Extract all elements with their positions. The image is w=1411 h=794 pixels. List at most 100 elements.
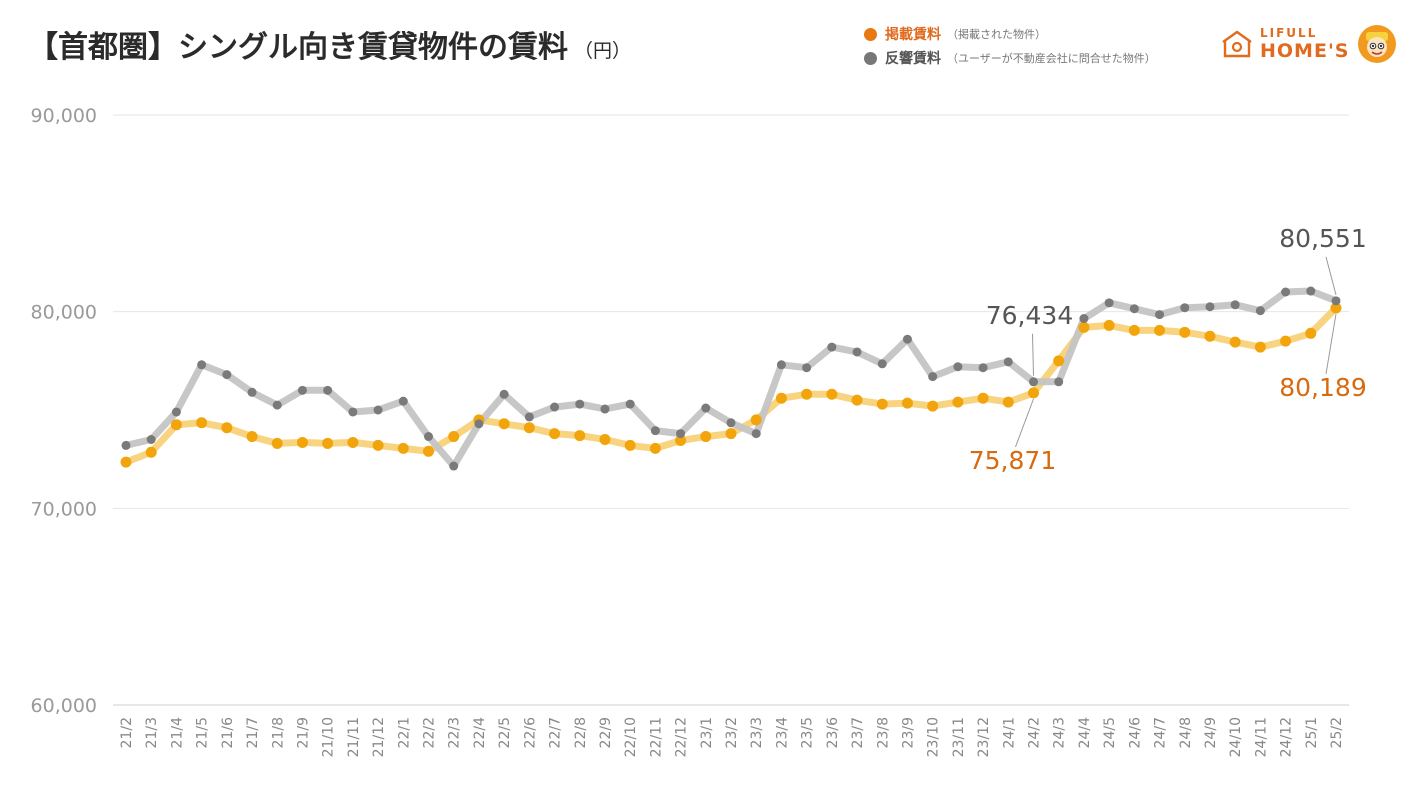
x-tick-label: 23/1 bbox=[699, 717, 715, 748]
x-tick-label: 22/9 bbox=[598, 717, 614, 748]
data-point-0 bbox=[1002, 396, 1014, 408]
data-point-1 bbox=[1205, 302, 1215, 312]
data-point-1 bbox=[625, 399, 635, 409]
data-point-0 bbox=[1229, 336, 1241, 348]
x-tick-label: 24/9 bbox=[1203, 717, 1219, 748]
data-point-1 bbox=[146, 435, 156, 444]
chart-title-unit: （円） bbox=[574, 40, 632, 62]
data-point-0 bbox=[599, 434, 611, 445]
data-point-0 bbox=[1154, 324, 1166, 336]
x-tick-label: 22/12 bbox=[674, 717, 690, 757]
x-tick-label: 21/6 bbox=[220, 717, 236, 749]
data-point-0 bbox=[271, 437, 283, 449]
annotation-leader bbox=[1325, 313, 1337, 375]
data-point-1 bbox=[726, 418, 736, 428]
x-tick-label: 22/5 bbox=[497, 717, 513, 748]
x-tick-label: 22/2 bbox=[422, 717, 438, 748]
legend-dot-listed bbox=[864, 27, 877, 41]
x-tick-label: 24/5 bbox=[1102, 717, 1118, 748]
x-tick-label: 22/1 bbox=[396, 717, 412, 748]
legend-note-response: （ユーザーが不動産会社に問合せた物件） bbox=[947, 52, 1156, 65]
data-point-1 bbox=[297, 385, 307, 395]
data-point-0 bbox=[1254, 341, 1266, 353]
data-point-1 bbox=[171, 407, 181, 417]
data-point-0 bbox=[1179, 326, 1191, 338]
y-tick-label: 90,000 bbox=[31, 105, 97, 127]
x-tick-label: 22/11 bbox=[648, 717, 664, 757]
x-tick-label: 23/11 bbox=[951, 717, 967, 757]
data-point-1 bbox=[650, 426, 660, 436]
y-tick-label: 70,000 bbox=[31, 498, 97, 520]
data-point-0 bbox=[145, 446, 157, 458]
data-point-0 bbox=[624, 439, 636, 451]
data-point-0 bbox=[649, 442, 661, 454]
data-point-1 bbox=[1129, 304, 1139, 314]
y-tick-label: 60,000 bbox=[31, 695, 97, 717]
data-point-1 bbox=[323, 385, 333, 395]
data-point-1 bbox=[877, 359, 887, 369]
x-tick-label: 23/6 bbox=[825, 717, 841, 749]
data-point-1 bbox=[197, 360, 207, 370]
data-point-1 bbox=[978, 363, 988, 373]
data-point-0 bbox=[1103, 319, 1115, 331]
data-point-1 bbox=[676, 429, 686, 439]
data-point-0 bbox=[750, 414, 762, 426]
x-tick-label: 25/2 bbox=[1329, 717, 1345, 748]
data-point-1 bbox=[121, 440, 131, 450]
data-point-0 bbox=[952, 396, 964, 408]
data-point-1 bbox=[1054, 377, 1064, 387]
data-point-0 bbox=[347, 436, 359, 448]
data-point-1 bbox=[1331, 296, 1341, 306]
data-point-0 bbox=[296, 436, 308, 448]
data-point-0 bbox=[977, 392, 989, 404]
data-point-0 bbox=[549, 428, 561, 440]
data-point-1 bbox=[1230, 300, 1240, 310]
x-tick-label: 25/1 bbox=[1304, 717, 1320, 748]
data-point-0 bbox=[120, 456, 132, 468]
data-point-1 bbox=[1281, 287, 1291, 297]
data-point-1 bbox=[776, 360, 786, 370]
data-point-0 bbox=[927, 400, 939, 412]
annotation-label: 76,434 bbox=[986, 301, 1073, 330]
x-tick-label: 23/10 bbox=[926, 717, 942, 757]
x-tick-label: 21/12 bbox=[371, 717, 387, 757]
x-tick-label: 22/10 bbox=[623, 717, 639, 757]
x-tick-label: 23/9 bbox=[900, 717, 916, 748]
x-tick-label: 21/10 bbox=[321, 717, 337, 757]
data-point-1 bbox=[1079, 314, 1089, 324]
x-tick-label: 22/8 bbox=[573, 717, 589, 748]
data-point-0 bbox=[1078, 321, 1090, 333]
legend-dot-response bbox=[864, 51, 877, 65]
data-point-1 bbox=[802, 363, 812, 373]
data-point-0 bbox=[397, 442, 409, 454]
data-point-1 bbox=[424, 432, 433, 442]
x-tick-label: 24/6 bbox=[1127, 717, 1143, 749]
data-point-0 bbox=[775, 392, 787, 404]
x-tick-label: 24/10 bbox=[1228, 717, 1244, 757]
x-tick-label: 22/4 bbox=[472, 717, 488, 749]
x-tick-label: 21/2 bbox=[119, 717, 135, 748]
x-tick-label: 22/3 bbox=[447, 717, 463, 748]
data-point-0 bbox=[826, 388, 838, 400]
house-logo-icon bbox=[1222, 30, 1252, 58]
x-tick-label: 24/7 bbox=[1153, 717, 1169, 748]
annotation-label: 80,551 bbox=[1279, 224, 1366, 253]
data-point-1 bbox=[499, 389, 509, 399]
data-point-1 bbox=[751, 429, 761, 439]
x-tick-label: 21/9 bbox=[295, 717, 311, 748]
data-point-1 bbox=[1104, 298, 1114, 308]
data-point-0 bbox=[448, 431, 460, 443]
data-point-1 bbox=[953, 362, 963, 372]
data-point-0 bbox=[851, 394, 863, 406]
data-point-1 bbox=[524, 412, 534, 422]
legend-note-listed: （掲載された物件） bbox=[947, 28, 1046, 41]
data-point-1 bbox=[373, 405, 383, 415]
x-tick-label: 24/12 bbox=[1279, 717, 1295, 757]
data-point-1 bbox=[701, 403, 711, 413]
x-tick-label: 23/5 bbox=[800, 717, 816, 748]
data-point-0 bbox=[876, 398, 888, 410]
data-point-0 bbox=[675, 434, 687, 446]
data-point-0 bbox=[322, 437, 334, 449]
data-point-1 bbox=[1155, 310, 1165, 320]
